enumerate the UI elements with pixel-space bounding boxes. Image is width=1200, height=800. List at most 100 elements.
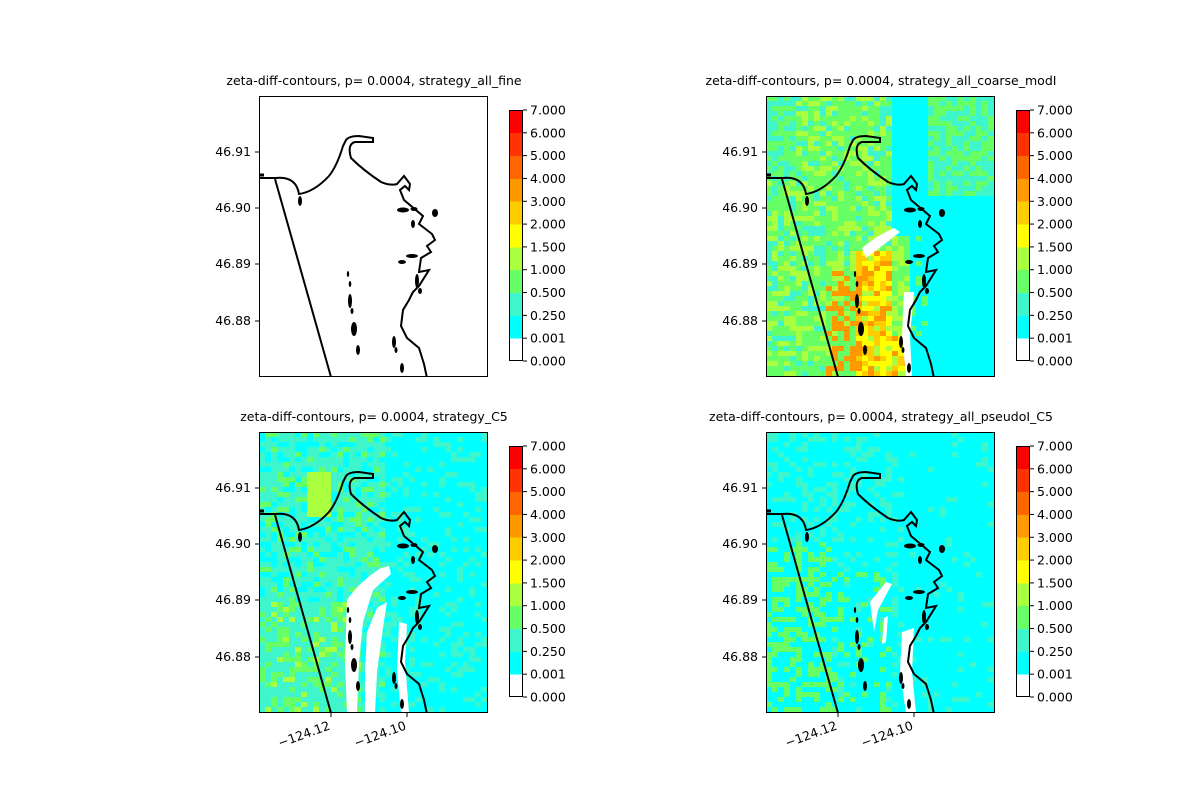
coastline [259, 134, 437, 377]
colorbar-tick-label: 0.000 [530, 690, 566, 705]
colorbar-segment [1016, 628, 1030, 652]
island [298, 196, 302, 206]
colorbar-segment [509, 292, 523, 316]
y-tick-label: 46.88 [722, 649, 758, 664]
colorbar-segment [509, 155, 523, 179]
colorbar-segment [509, 537, 523, 561]
island [432, 545, 438, 553]
island [400, 699, 404, 709]
island [298, 532, 302, 542]
colorbar-segment [1016, 514, 1030, 538]
colorbar-tick-label: 4.000 [530, 171, 566, 186]
island [410, 207, 418, 211]
x-tick-label: −124.12 [276, 718, 332, 751]
colorbar-segment [509, 338, 523, 362]
colorbar-segment [509, 178, 523, 202]
axes-frame [766, 96, 995, 377]
island [410, 543, 418, 547]
island [397, 543, 409, 549]
island [392, 672, 396, 684]
colorbar-tick-label: 3.000 [1037, 530, 1073, 545]
island [348, 281, 352, 287]
island [857, 308, 861, 314]
colorbar-tick-label: 6.000 [530, 125, 566, 140]
colorbar-frame [509, 446, 523, 697]
island [918, 220, 922, 228]
colorbar-tick-label: 0.000 [1037, 690, 1073, 705]
island [917, 543, 925, 547]
island [939, 209, 945, 217]
panel-4: zeta-diff-contours, p= 0.0004, strategy_… [709, 409, 1073, 750]
colorbar-frame [1016, 110, 1030, 361]
y-tick-label: 46.90 [722, 536, 758, 551]
y-tick-label: 46.89 [722, 592, 758, 607]
island [411, 556, 415, 564]
island [855, 630, 859, 644]
island [917, 207, 925, 211]
colorbar-segment [1016, 178, 1030, 202]
colorbar-segment [1016, 674, 1030, 698]
y-tick-label: 46.90 [215, 536, 251, 551]
coastline [766, 470, 944, 713]
island [905, 596, 913, 600]
island [351, 658, 357, 672]
colorbar-segment [1016, 468, 1030, 493]
colorbar-tick-label: 0.000 [1037, 354, 1073, 369]
island [397, 207, 409, 213]
colorbar-tick-label: 0.500 [530, 621, 566, 636]
x-tick-label: −124.10 [352, 718, 408, 751]
colorbar-segment [1016, 246, 1030, 271]
island [858, 658, 864, 672]
island [356, 345, 360, 355]
y-tick-label: 46.91 [722, 144, 758, 159]
island [863, 345, 867, 355]
axes-frame [259, 432, 488, 713]
island [904, 207, 916, 213]
island [805, 196, 809, 206]
island [925, 288, 929, 294]
y-tick-label: 46.91 [215, 480, 251, 495]
colorbar-segment [509, 468, 523, 493]
y-tick-label: 46.90 [215, 200, 251, 215]
panel-1: zeta-diff-contours, p= 0.0004, strategy_… [215, 73, 566, 377]
island [907, 363, 911, 373]
island [858, 322, 864, 336]
island [432, 209, 438, 217]
y-tick-label: 46.91 [215, 144, 251, 159]
colorbar-segment [509, 651, 523, 675]
colorbar-tick-label: 1.500 [530, 239, 566, 254]
island [922, 610, 926, 624]
colorbar-tick-label: 2.000 [1037, 217, 1073, 232]
island [899, 672, 903, 684]
island [348, 617, 352, 623]
island [346, 271, 350, 277]
map-axes: 46.91 46.90 46.89 46.88 [722, 96, 995, 377]
colorbar-segment [1016, 315, 1030, 339]
colorbar-tick-label: 6.000 [530, 461, 566, 476]
colorbar-segment [509, 605, 523, 629]
island [853, 271, 857, 277]
colorbar-tick-label: 0.001 [1037, 331, 1073, 346]
colorbar-segment [509, 446, 523, 470]
colorbar-segment [509, 315, 523, 339]
colorbar-tick-label: 7.000 [1037, 439, 1073, 454]
colorbar-segment [1016, 338, 1030, 362]
colorbar-tick-label: 4.000 [1037, 507, 1073, 522]
island [392, 336, 396, 348]
island [863, 681, 867, 691]
colorbar-segment [1016, 269, 1030, 293]
colorbar-tick-label: 1.500 [1037, 575, 1073, 590]
x-tick-label: −124.10 [859, 718, 915, 751]
colorbar-tick-label: 1.000 [530, 262, 566, 277]
colorbar-tick-label: 4.000 [530, 507, 566, 522]
colorbar-segment [509, 110, 523, 134]
map-axes: 46.91 46.90 46.89 46.88 −124.12 −124.10 [215, 432, 488, 751]
island [905, 260, 913, 264]
colorbar-segment [1016, 201, 1030, 225]
island [857, 644, 861, 650]
colorbar-segment [1016, 446, 1030, 470]
island [855, 294, 859, 308]
island [356, 681, 360, 691]
island [348, 294, 352, 308]
